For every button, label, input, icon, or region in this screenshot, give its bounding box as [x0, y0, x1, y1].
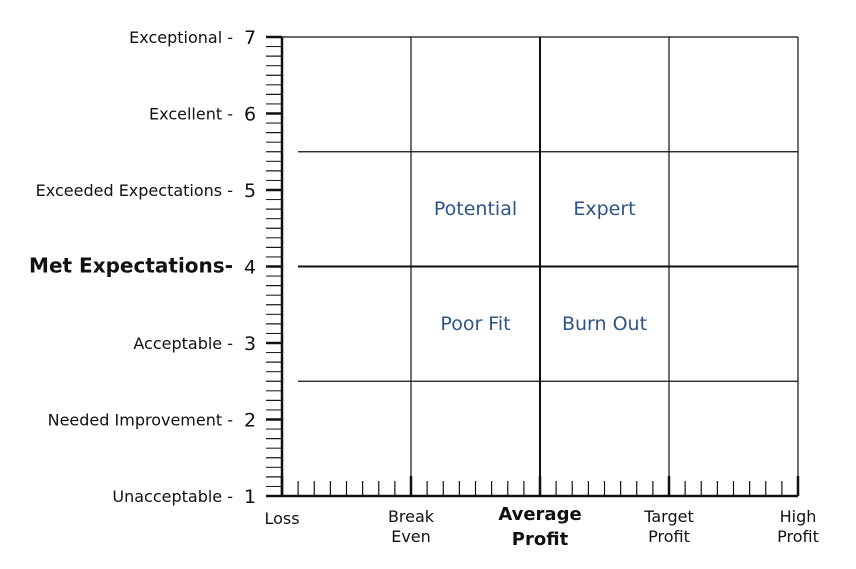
x-tick-label: Average	[498, 504, 581, 525]
y-tick-number: 4	[244, 257, 256, 279]
y-tick-label: Acceptable -	[133, 334, 233, 353]
x-tick-label: Target	[643, 507, 694, 526]
y-tick-number: 3	[244, 333, 256, 355]
y-tick-number: 1	[244, 486, 256, 508]
y-tick-label: Unacceptable -	[112, 487, 233, 506]
x-tick-label: Profit	[777, 527, 819, 546]
y-tick-number: 2	[244, 410, 256, 432]
y-tick-label: Exceeded Expectations -	[36, 181, 233, 200]
quadrant-label: Poor Fit	[440, 313, 510, 335]
x-tick-label: Break	[388, 507, 435, 526]
x-tick-label: Profit	[648, 527, 690, 546]
x-tick-label: Even	[391, 527, 431, 546]
x-tick-label: Loss	[264, 509, 299, 528]
y-tick-number: 6	[244, 104, 256, 126]
y-tick-number: 5	[244, 180, 256, 202]
quadrant-label: Potential	[434, 198, 517, 220]
x-tick-label: Profit	[512, 529, 569, 550]
y-tick-label: Needed Improvement -	[48, 411, 233, 430]
y-tick-number: 7	[244, 27, 256, 49]
y-tick-label: Exceptional -	[129, 28, 233, 47]
y-tick-label: Excellent -	[149, 105, 233, 124]
quadrant-label: Burn Out	[562, 313, 647, 335]
y-tick-label: Met Expectations-	[29, 254, 233, 278]
quadrant-label: Expert	[573, 198, 635, 220]
x-tick-label: High	[780, 507, 817, 526]
